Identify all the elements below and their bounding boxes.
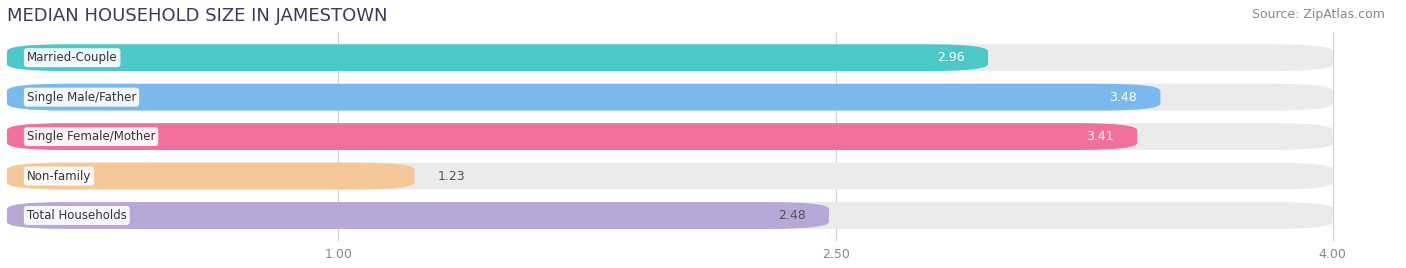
Text: 2.48: 2.48 [778, 209, 806, 222]
Text: Non-family: Non-family [27, 170, 91, 183]
Text: 3.41: 3.41 [1087, 130, 1114, 143]
FancyBboxPatch shape [7, 202, 830, 229]
FancyBboxPatch shape [7, 84, 1333, 111]
FancyBboxPatch shape [7, 163, 415, 189]
Text: 3.48: 3.48 [1109, 91, 1137, 104]
FancyBboxPatch shape [7, 84, 1160, 111]
Text: MEDIAN HOUSEHOLD SIZE IN JAMESTOWN: MEDIAN HOUSEHOLD SIZE IN JAMESTOWN [7, 7, 388, 25]
Text: Total Households: Total Households [27, 209, 127, 222]
Text: Source: ZipAtlas.com: Source: ZipAtlas.com [1251, 8, 1385, 21]
Text: Single Male/Father: Single Male/Father [27, 91, 136, 104]
Text: Married-Couple: Married-Couple [27, 51, 118, 64]
Text: 2.96: 2.96 [938, 51, 965, 64]
Text: 1.23: 1.23 [437, 170, 465, 183]
FancyBboxPatch shape [7, 123, 1333, 150]
FancyBboxPatch shape [7, 163, 1333, 189]
FancyBboxPatch shape [7, 44, 1333, 71]
FancyBboxPatch shape [7, 44, 988, 71]
FancyBboxPatch shape [7, 123, 1137, 150]
Text: Single Female/Mother: Single Female/Mother [27, 130, 155, 143]
FancyBboxPatch shape [7, 202, 1333, 229]
